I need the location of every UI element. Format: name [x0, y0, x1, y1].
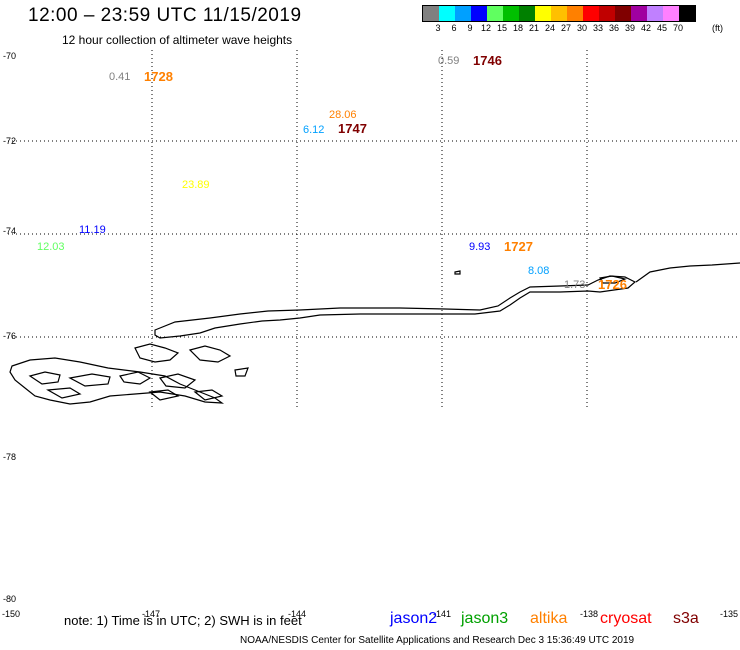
legend-swatch	[551, 6, 567, 21]
legend-swatch	[439, 6, 455, 21]
legend-swatch	[567, 6, 583, 21]
longitude-labels: -150 -147 -144 -141 -138 -135	[2, 609, 738, 619]
map-subtitle: 12 hour collection of altimeter wave hei…	[62, 33, 293, 47]
credit-line: NOAA/NESDIS Center for Satellite Applica…	[240, 635, 635, 646]
lat-label: -74	[3, 226, 16, 236]
legend-label: 30	[576, 23, 587, 33]
observation-time: 1728	[144, 69, 173, 84]
lon-label: -150	[2, 609, 20, 619]
observation-time: 1727	[504, 239, 533, 254]
legend-swatch	[423, 6, 439, 21]
legend-label: 18	[512, 23, 523, 33]
lat-label: -72	[3, 136, 16, 146]
wave-height-value: 12.03	[37, 241, 65, 253]
lon-label: -135	[720, 609, 738, 619]
legend-label: 39	[624, 23, 635, 33]
island	[119, 371, 152, 385]
legend-swatch	[471, 6, 487, 21]
legend-label: 3	[435, 23, 441, 33]
legend-label: 15	[496, 23, 507, 33]
legend-swatch	[599, 6, 615, 21]
legend-label: 24	[544, 23, 555, 33]
legend-unit: (ft)	[712, 23, 723, 33]
wave-height-value: 8.08	[528, 265, 549, 277]
lon-label: -144	[288, 609, 306, 619]
island	[28, 371, 61, 385]
legend-swatch	[455, 6, 471, 21]
wave-height-value: 0.59	[438, 55, 459, 67]
latitude-labels: -70 -72 -74 -76 -78 -80	[3, 51, 16, 604]
island	[148, 389, 180, 401]
island	[188, 345, 232, 363]
antarctic-coastline	[9, 262, 740, 405]
island	[193, 389, 224, 401]
legend-label: 42	[640, 23, 651, 33]
ice-shelf-edge	[154, 275, 637, 339]
legend-swatch	[631, 6, 647, 21]
lon-label: -141	[433, 609, 451, 619]
legend-swatch	[679, 6, 695, 21]
satellite-legend-s3a: s3a	[673, 610, 699, 627]
wave-height-value: 6.12	[303, 124, 324, 136]
wave-height-value: 28.06	[329, 109, 357, 121]
legend-swatch	[487, 6, 503, 21]
satellite-legend-jason3: jason3	[461, 610, 509, 627]
lat-label: -76	[3, 331, 16, 341]
wave-height-value: 23.89	[182, 179, 210, 191]
observation-time: 1746	[473, 53, 502, 68]
small-island	[454, 270, 461, 275]
satellite-legend-jason2: jason2	[390, 610, 438, 627]
observation-time: 1747	[338, 121, 367, 136]
legend-label: 33	[592, 23, 603, 33]
legend-swatch	[503, 6, 519, 21]
legend-swatch	[535, 6, 551, 21]
wave-height-color-legend	[422, 5, 696, 22]
island	[234, 367, 249, 377]
legend-label: 45	[656, 23, 667, 33]
satellite-legend-cryosat: cryosat	[600, 610, 652, 627]
legend-label: 70	[672, 23, 683, 33]
wave-height-value: 1.73	[564, 279, 585, 291]
island	[158, 373, 197, 389]
island	[9, 357, 225, 405]
legend-label: 12	[480, 23, 491, 33]
island	[68, 373, 111, 387]
footer-note: note: 1) Time is in UTC; 2) SWH is in fe…	[64, 613, 302, 628]
wave-height-value: 11.19	[79, 224, 106, 236]
lat-label: -80	[3, 594, 16, 604]
lat-label: -70	[3, 51, 16, 61]
legend-label: 6	[451, 23, 457, 33]
legend-label: 21	[528, 23, 539, 33]
map-title: 12:00 – 23:59 UTC 11/15/2019	[28, 5, 302, 26]
island	[46, 387, 82, 399]
graticule	[8, 50, 740, 410]
legend-swatch	[519, 6, 535, 21]
legend-swatch	[663, 6, 679, 21]
legend-swatch	[583, 6, 599, 21]
legend-swatch	[615, 6, 631, 21]
legend-label: 27	[560, 23, 571, 33]
wave-height-value: 0.41	[109, 71, 130, 83]
lon-label: -147	[142, 609, 160, 619]
lat-label: -78	[3, 452, 16, 462]
island	[134, 343, 180, 363]
island	[599, 275, 628, 284]
wave-observations: 0.41 1728 0.59 1746 28.06 6.12 1747 23.8…	[37, 53, 627, 292]
lon-label: -138	[580, 609, 598, 619]
legend-label: 9	[467, 23, 473, 33]
legend-label: 36	[608, 23, 619, 33]
observation-time: 1726	[598, 277, 627, 292]
legend-swatch	[647, 6, 663, 21]
satellite-legend-altika: altika	[530, 610, 568, 627]
wave-height-value: 9.93	[469, 241, 490, 253]
coast-east	[635, 262, 740, 283]
